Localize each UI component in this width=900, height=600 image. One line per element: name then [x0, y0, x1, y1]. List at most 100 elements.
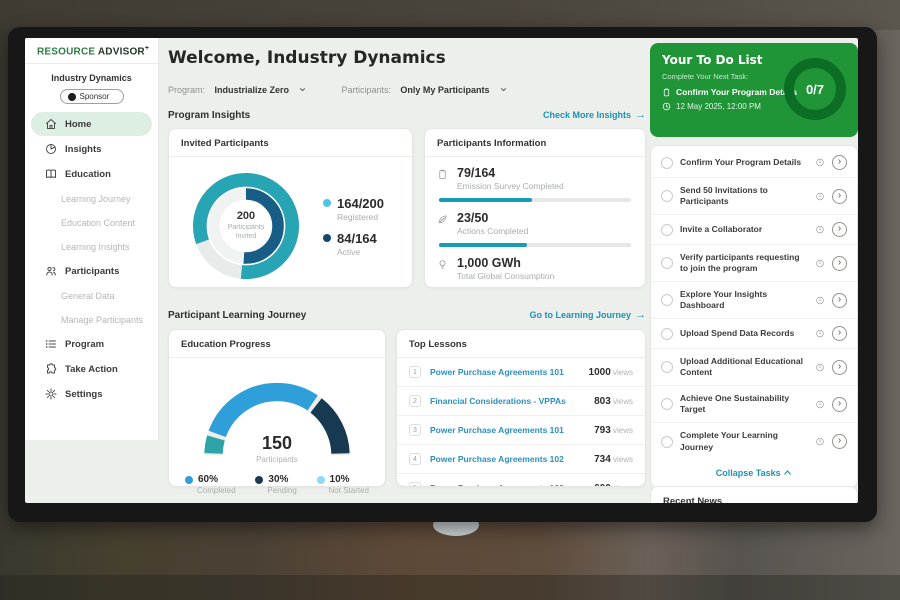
lesson-row[interactable]: 4 Power Purchase Agreements 102 734 view…: [397, 445, 645, 474]
task-open-chevron[interactable]: ›: [832, 434, 847, 450]
task-checkbox[interactable]: [661, 294, 673, 307]
task-checkbox[interactable]: [661, 257, 673, 270]
home-icon: [46, 119, 56, 130]
right-column: Your To Do List Complete Your Next Task:…: [650, 38, 858, 503]
task-row-invite-collaborator[interactable]: Invite a Collaborator ›: [651, 215, 857, 246]
check-more-insights-link[interactable]: Check More Insights →: [543, 109, 646, 121]
task-row-confirm-program[interactable]: Confirm Your Program Details ›: [651, 148, 857, 178]
filters-row: Program: Industrialize Zero Participants…: [168, 80, 508, 98]
sidebar-item-label: Program: [65, 338, 105, 350]
sidebar-item-insights[interactable]: Insights: [31, 137, 152, 161]
participants-filter[interactable]: Participants: Only My Participants: [341, 80, 507, 98]
task-open-chevron[interactable]: ›: [832, 255, 847, 271]
task-row-complete-learning-journey[interactable]: Complete Your Learning Journey ›: [651, 423, 857, 459]
check-more-insights-label: Check More Insights: [542, 110, 631, 120]
go-to-learning-journey-label: Go to Learning Journey: [529, 310, 631, 320]
task-open-chevron[interactable]: ›: [832, 359, 847, 375]
lesson-row[interactable]: 1 Power Purchase Agreements 101 1000 vie…: [397, 358, 645, 387]
clipboard-icon: [439, 169, 446, 180]
lesson-row[interactable]: 2 Financial Considerations - VPPAs 803 v…: [397, 387, 645, 416]
stat-emission-survey: 79/164 Emission Survey Completed: [425, 157, 645, 191]
task-label: Upload Additional Educational Content: [680, 356, 803, 378]
task-row-verify-participants[interactable]: Verify participants requesting to join t…: [651, 245, 857, 283]
task-checkbox[interactable]: [661, 361, 673, 374]
todo-title: Your To Do List: [662, 53, 763, 67]
lesson-link[interactable]: Power Purchase Agreements 102: [430, 454, 564, 464]
clock-icon: [816, 158, 824, 167]
task-open-chevron[interactable]: ›: [832, 222, 847, 238]
go-to-learning-journey-link[interactable]: Go to Learning Journey →: [529, 309, 646, 321]
task-row-achieve-sustainability-target[interactable]: Achieve One Sustainability Target ›: [651, 386, 857, 424]
task-row-upload-spend-data[interactable]: Upload Spend Data Records ›: [651, 319, 857, 350]
task-open-chevron[interactable]: ›: [832, 292, 847, 308]
gauge-center-label: Participants: [256, 455, 298, 464]
task-checkbox[interactable]: [661, 398, 673, 411]
sidebar-item-learning-journey[interactable]: Learning Journey: [31, 187, 152, 210]
legend-pending: 30% Pending: [255, 474, 297, 495]
task-checkbox[interactable]: [661, 223, 673, 236]
lesson-rank: 1: [409, 366, 421, 378]
collapse-tasks-link[interactable]: Collapse Tasks: [651, 460, 857, 485]
background-wall-top: [0, 0, 900, 30]
task-checkbox[interactable]: [661, 156, 673, 169]
lesson-row[interactable]: 5 Power Purchase Agreements 103 600 view…: [397, 474, 645, 486]
sidebar-item-program[interactable]: Program: [31, 332, 152, 356]
task-checkbox[interactable]: [661, 190, 673, 203]
stat-label: Actions Completed: [457, 226, 529, 236]
legend-pct: 30%: [268, 474, 289, 485]
task-checkbox[interactable]: [661, 435, 673, 448]
lesson-views-label: views: [610, 396, 633, 406]
sidebar: RESOURCE ADVISOR+ Industry Dynamics Spon…: [25, 38, 159, 440]
arrow-right-icon: →: [635, 109, 646, 121]
program-filter[interactable]: Program: Industrialize Zero: [168, 80, 307, 98]
task-row-upload-educational-content[interactable]: Upload Additional Educational Content ›: [651, 349, 857, 387]
sidebar-item-take-action[interactable]: Take Action: [31, 357, 152, 381]
sidebar-item-general-data[interactable]: General Data: [31, 284, 152, 307]
task-label: Explore Your Insights Dashboard: [680, 289, 768, 311]
legend-value: 164/200: [337, 195, 384, 211]
recent-news-title: Recent News: [651, 487, 857, 503]
lesson-row[interactable]: 3 Power Purchase Agreements 101 793 view…: [397, 416, 645, 445]
legend-label: Pending: [267, 486, 297, 495]
settings-icon: [45, 388, 57, 400]
invited-participants-card: Invited Participants 200 Participants In…: [168, 128, 413, 288]
org-name: Industry Dynamics: [51, 73, 132, 84]
sidebar-menu: Home Insights Education Learning Journey…: [25, 112, 158, 406]
task-row-explore-insights[interactable]: Explore Your Insights Dashboard ›: [651, 282, 857, 320]
sidebar-item-education-content[interactable]: Education Content: [31, 211, 152, 234]
collapse-tasks-label: Collapse Tasks: [715, 467, 781, 478]
chevron-down-icon: [300, 88, 306, 92]
todo-next-task: Confirm Your Program Details: [662, 87, 846, 97]
sidebar-item-participants[interactable]: Participants: [31, 259, 152, 283]
sidebar-item-settings[interactable]: Settings: [31, 382, 152, 406]
todo-due: 12 May 2025, 12:00 PM: [662, 102, 846, 111]
sidebar-item-learning-insights[interactable]: Learning Insights: [31, 235, 152, 258]
education-icon: [46, 169, 56, 179]
todo-subtitle: Complete Your Next Task:: [662, 72, 749, 81]
task-row-send-invitations[interactable]: Send 50 Invitations to Participants ›: [651, 178, 857, 216]
education-gauge-chart: 150 Participants: [192, 368, 362, 464]
task-open-chevron[interactable]: ›: [832, 326, 847, 342]
sidebar-item-home[interactable]: Home: [31, 112, 152, 137]
lesson-rank: 3: [409, 424, 421, 436]
progress-track: [439, 198, 631, 202]
participants-information-title: Participants Information: [425, 129, 645, 157]
stat-value: 23/50: [457, 211, 489, 225]
task-open-chevron[interactable]: ›: [832, 396, 847, 412]
lesson-link[interactable]: Power Purchase Agreements 103: [430, 483, 594, 486]
sidebar-item-manage-participants[interactable]: Manage Participants: [31, 308, 152, 331]
progress-fill: [439, 198, 532, 202]
brand-logo[interactable]: RESOURCE ADVISOR+: [25, 38, 158, 65]
sidebar-item-label: Home: [65, 118, 92, 130]
lesson-link[interactable]: Power Purchase Agreements 101: [430, 425, 564, 435]
invited-donut-chart: 200 Participants Invited: [183, 163, 309, 289]
task-open-chevron[interactable]: ›: [832, 188, 847, 204]
lesson-link[interactable]: Power Purchase Agreements 101: [430, 367, 564, 377]
sidebar-item-education[interactable]: Education: [31, 162, 152, 186]
task-checkbox[interactable]: [661, 327, 673, 340]
invited-participants-title: Invited Participants: [169, 129, 412, 157]
lesson-link[interactable]: Financial Considerations - VPPAs: [430, 396, 566, 406]
task-open-chevron[interactable]: ›: [832, 155, 847, 170]
top-lessons-title: Top Lessons: [397, 330, 645, 358]
invited-participants-body: 200 Participants Invited 164/200 Registe…: [169, 157, 412, 289]
